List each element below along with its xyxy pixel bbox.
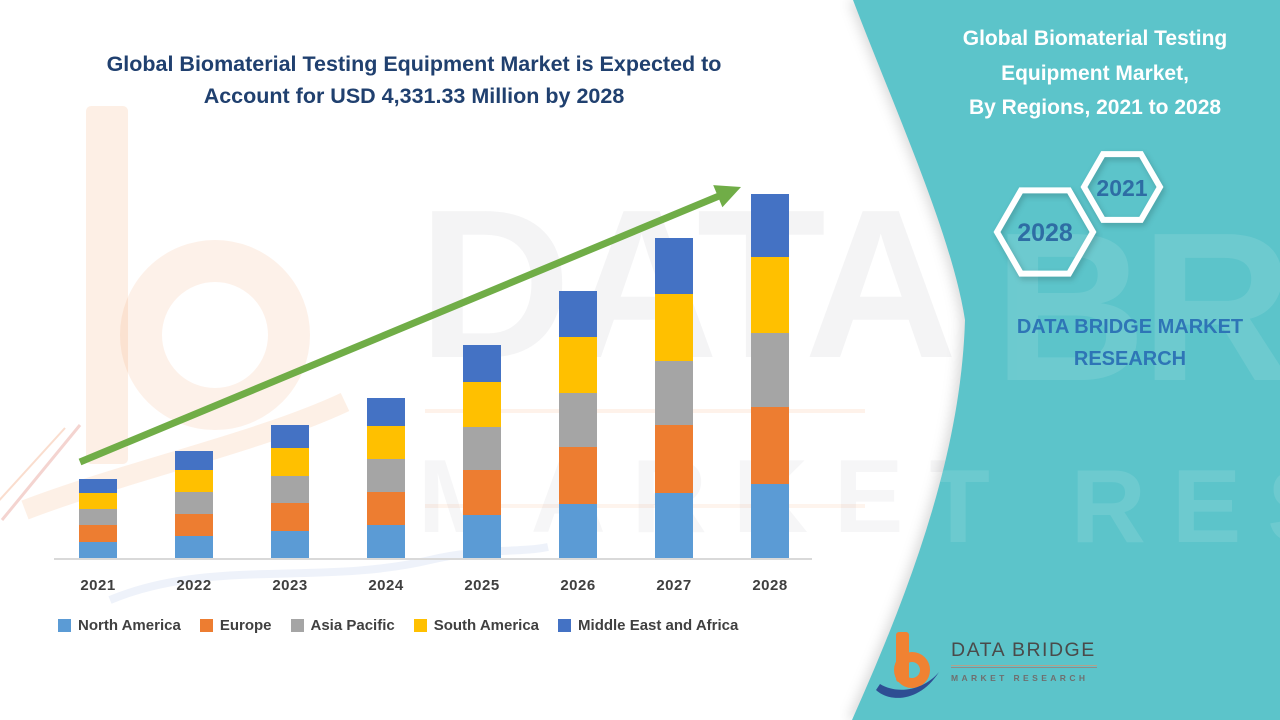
bar-segment-asia-pacific bbox=[559, 393, 597, 448]
chart-title-line2: Account for USD 4,331.33 Million by 2028 bbox=[203, 84, 625, 109]
bar-segment-europe bbox=[655, 425, 693, 494]
x-axis-label: 2023 bbox=[272, 577, 308, 594]
bar-segment-middle-east-and-africa bbox=[463, 344, 501, 382]
hexagon-2021 bbox=[1080, 151, 1164, 223]
bar-segment-europe bbox=[367, 491, 405, 526]
bar-segment-asia-pacific bbox=[271, 475, 309, 503]
logo-divider bbox=[951, 667, 1097, 668]
legend-swatch bbox=[413, 619, 427, 632]
bar-segment-south-america bbox=[79, 492, 117, 510]
x-axis-label: 2027 bbox=[656, 577, 692, 594]
x-axis-label: 2024 bbox=[368, 577, 404, 594]
bar-segment-middle-east-and-africa bbox=[175, 451, 213, 470]
trend-arrow bbox=[78, 185, 741, 466]
legend-item: North America bbox=[58, 617, 181, 634]
bar-segment-south-america bbox=[175, 469, 213, 493]
legend-label: Europe bbox=[219, 617, 272, 634]
bar-segment-south-america bbox=[463, 382, 501, 427]
bar-segment-south-america bbox=[655, 293, 693, 361]
bar-segment-north-america bbox=[367, 525, 405, 558]
bar-segment-middle-east-and-africa bbox=[367, 397, 405, 426]
legend-item: Asia Pacific bbox=[290, 617, 395, 634]
company-logo: DATA BRIDGE MARKET RESEARCH bbox=[876, 630, 1097, 704]
bar-segment-europe bbox=[175, 513, 213, 537]
bar-segment-north-america bbox=[463, 514, 501, 558]
bar-segment-asia-pacific bbox=[175, 492, 213, 514]
bar-segment-south-america bbox=[751, 257, 789, 334]
x-axis-label: 2028 bbox=[752, 577, 788, 594]
bar-segment-north-america bbox=[175, 536, 213, 558]
bar-segment-asia-pacific bbox=[655, 360, 693, 426]
chart-title-line1: Global Biomaterial Testing Equipment Mar… bbox=[106, 52, 722, 76]
bar-segment-middle-east-and-africa bbox=[559, 290, 597, 338]
bar-segment-middle-east-and-africa bbox=[751, 194, 789, 258]
legend-item: Middle East and Africa bbox=[558, 617, 738, 634]
legend-item: South America bbox=[413, 617, 540, 634]
hexagon-2028 bbox=[993, 187, 1097, 277]
legend-swatch bbox=[58, 619, 71, 632]
bar-segment-middle-east-and-africa bbox=[79, 479, 117, 493]
brand-line2: RESEARCH bbox=[1073, 348, 1187, 370]
x-axis-label: 2021 bbox=[80, 577, 116, 594]
bar-segment-north-america bbox=[655, 493, 693, 558]
bar-segment-asia-pacific bbox=[751, 333, 789, 407]
bar-segment-south-america bbox=[559, 337, 597, 394]
teal-panel-shape bbox=[852, 0, 1280, 720]
bar-segment-north-america bbox=[751, 484, 789, 558]
x-axis-label: 2025 bbox=[464, 577, 500, 594]
bar-segment-north-america bbox=[559, 503, 597, 558]
data-bridge-logo-icon bbox=[876, 632, 939, 698]
bar-segment-asia-pacific bbox=[367, 459, 405, 492]
logo-subtitle: MARKET RESEARCH bbox=[951, 673, 1089, 683]
watermark-panel-row2: MARKET RESEARCH bbox=[840, 449, 1280, 565]
legend-item: Europe bbox=[199, 617, 272, 634]
bar-segment-europe bbox=[271, 502, 309, 532]
hexagon-2021-label: 2021 bbox=[1096, 175, 1147, 201]
bar-segment-middle-east-and-africa bbox=[655, 237, 693, 294]
bar-segment-asia-pacific bbox=[79, 509, 117, 526]
panel-title-line1: Global Biomaterial Testing bbox=[962, 27, 1228, 50]
bar-segment-middle-east-and-africa bbox=[271, 424, 309, 449]
bar-segment-asia-pacific bbox=[463, 426, 501, 470]
bar-segment-europe bbox=[79, 525, 117, 542]
legend-label: Asia Pacific bbox=[310, 617, 395, 634]
hexagon-2028-label: 2028 bbox=[1017, 219, 1073, 247]
legend-swatch bbox=[290, 619, 304, 632]
panel-title-line3: By Regions, 2021 to 2028 bbox=[968, 96, 1222, 120]
bar-segment-europe bbox=[463, 469, 501, 515]
panel-title: Global Biomaterial Testing Equipment Mar… bbox=[930, 22, 1260, 126]
bar-segment-europe bbox=[559, 447, 597, 504]
panel-title-line2: Equipment Market, bbox=[1001, 61, 1189, 85]
chart-title: Global Biomaterial Testing Equipment Mar… bbox=[40, 48, 788, 113]
legend-label: Middle East and Africa bbox=[578, 617, 739, 634]
x-axis-line bbox=[54, 558, 812, 560]
bar-segment-europe bbox=[751, 406, 789, 485]
legend-label: South America bbox=[433, 617, 540, 634]
legend-swatch bbox=[558, 619, 572, 632]
brand-wordmark: DATA BRIDGE MARKET RESEARCH bbox=[985, 311, 1275, 375]
logo-name: DATA BRIDGE bbox=[951, 639, 1097, 666]
legend-label: North America bbox=[78, 617, 181, 634]
brand-line1: DATA BRIDGE MARKET bbox=[1016, 316, 1244, 338]
x-axis-label: 2022 bbox=[176, 577, 212, 594]
teal-panel: DATA BRIDGE MARKET RESEARCH 2028 2021 bbox=[840, 0, 1280, 720]
bar-segment-south-america bbox=[271, 448, 309, 476]
legend-swatch bbox=[199, 619, 213, 632]
bar-segment-north-america bbox=[79, 541, 117, 558]
bar-segment-south-america bbox=[367, 425, 405, 460]
x-axis-label: 2026 bbox=[560, 577, 596, 594]
bar-segment-north-america bbox=[271, 531, 309, 558]
chart-legend: North America Europe Asia Pacific South Ame… bbox=[58, 617, 738, 634]
